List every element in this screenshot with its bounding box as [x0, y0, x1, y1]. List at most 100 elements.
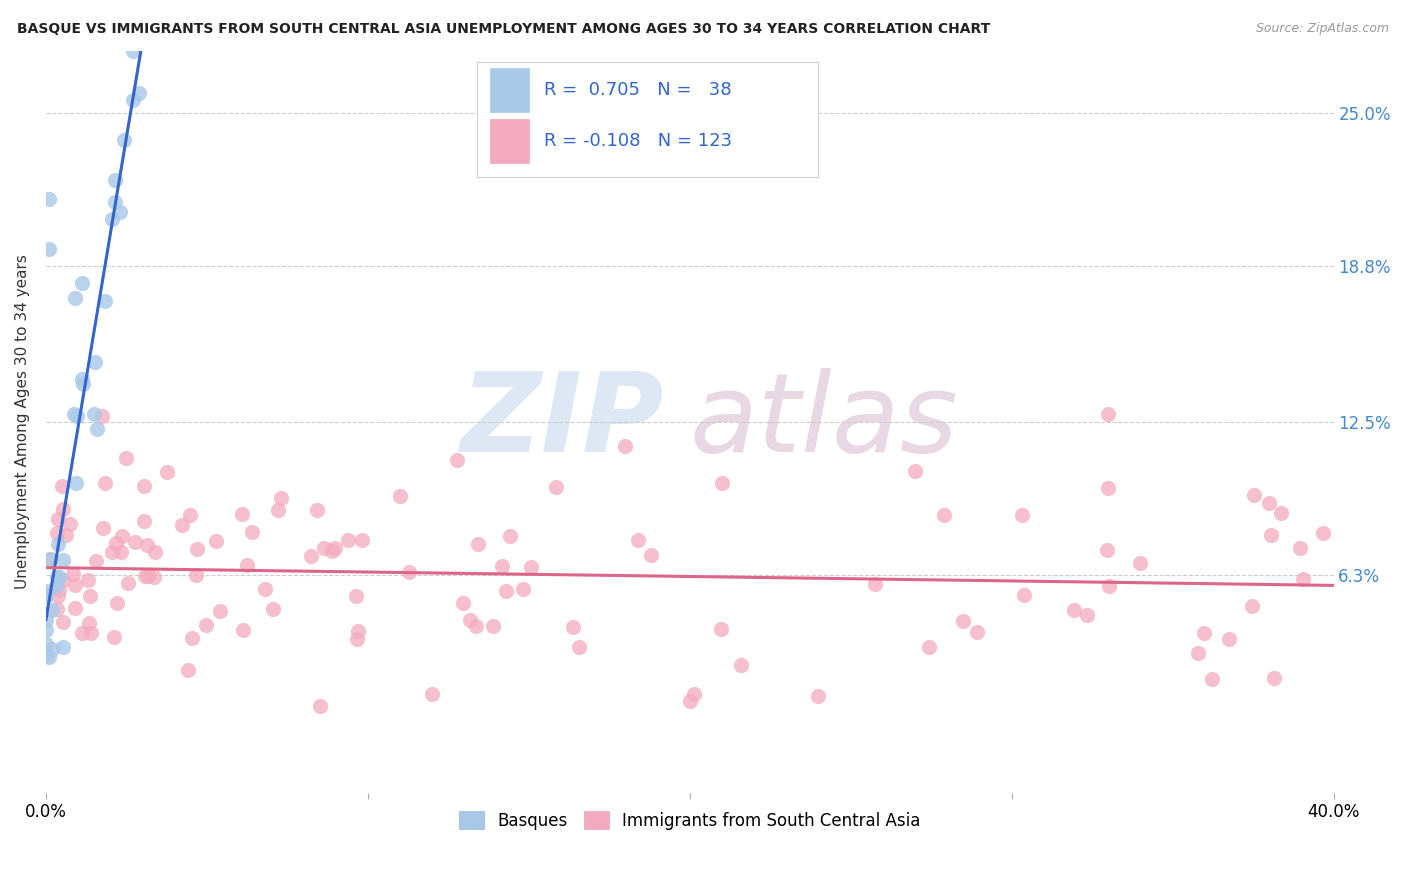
Point — [562, 619, 585, 633]
Point — [105, 536, 128, 550]
Point — [66, 409, 89, 423]
Point — [1243, 488, 1265, 502]
Point — [170, 517, 193, 532]
Point — [112, 133, 135, 147]
Point — [270, 491, 292, 505]
Point — [253, 582, 276, 597]
Point — [235, 558, 257, 572]
Point — [863, 577, 886, 591]
Point — [346, 632, 368, 646]
Point — [136, 538, 159, 552]
Text: ZIP: ZIP — [461, 368, 664, 475]
Text: R =  0.705   N =   38: R = 0.705 N = 38 — [544, 81, 733, 99]
Point — [325, 541, 347, 556]
Point — [904, 464, 927, 478]
Point — [124, 535, 146, 549]
Point — [807, 689, 830, 703]
Point — [420, 687, 443, 701]
Point — [136, 569, 159, 583]
Point — [80, 626, 103, 640]
Point — [730, 657, 752, 672]
Point — [70, 626, 93, 640]
Point — [208, 604, 231, 618]
Point — [41, 602, 63, 616]
Point — [46, 537, 69, 551]
Point — [519, 560, 541, 574]
Point — [231, 507, 253, 521]
Point — [1076, 608, 1098, 623]
Point — [640, 548, 662, 562]
Point — [46, 601, 69, 615]
Point — [347, 624, 370, 638]
Point — [91, 409, 114, 424]
Point — [321, 544, 343, 558]
Point — [1240, 599, 1263, 613]
Point — [84, 554, 107, 568]
Point — [299, 549, 322, 563]
Point — [63, 407, 86, 421]
Point — [1097, 407, 1119, 421]
Point — [110, 545, 132, 559]
Point — [83, 407, 105, 421]
Point — [1011, 508, 1033, 522]
Legend: Basques, Immigrants from South Central Asia: Basques, Immigrants from South Central A… — [453, 805, 928, 837]
Point — [101, 212, 124, 227]
Point — [52, 640, 75, 654]
Point — [104, 173, 127, 187]
Point — [46, 570, 69, 584]
Point — [77, 615, 100, 630]
Point — [52, 502, 75, 516]
Text: Source: ZipAtlas.com: Source: ZipAtlas.com — [1256, 22, 1389, 36]
Point — [52, 615, 75, 630]
Point — [143, 545, 166, 559]
Y-axis label: Unemployment Among Ages 30 to 34 years: Unemployment Among Ages 30 to 34 years — [15, 254, 30, 589]
Point — [91, 521, 114, 535]
Point — [35, 637, 58, 651]
Point — [63, 600, 86, 615]
Point — [627, 533, 650, 548]
Point — [205, 534, 228, 549]
Point — [83, 354, 105, 368]
Point — [181, 631, 204, 645]
Point — [337, 533, 360, 547]
Point — [62, 566, 84, 581]
Point — [59, 517, 82, 532]
Point — [101, 545, 124, 559]
Bar — [491, 119, 529, 163]
Point — [177, 664, 200, 678]
Point — [512, 582, 534, 596]
Text: BASQUE VS IMMIGRANTS FROM SOUTH CENTRAL ASIA UNEMPLOYMENT AMONG AGES 30 TO 34 YE: BASQUE VS IMMIGRANTS FROM SOUTH CENTRAL … — [17, 22, 990, 37]
Point — [1291, 572, 1313, 586]
Point — [499, 529, 522, 543]
Point — [86, 422, 108, 436]
Point — [51, 479, 73, 493]
Point — [38, 192, 60, 206]
Point — [52, 573, 75, 587]
Point — [966, 625, 988, 640]
Text: R = -0.108   N = 123: R = -0.108 N = 123 — [544, 132, 733, 150]
Point — [45, 579, 67, 593]
Point — [35, 648, 58, 662]
Point — [39, 552, 62, 566]
Point — [128, 86, 150, 100]
Point — [1063, 603, 1085, 617]
Point — [710, 622, 733, 636]
Point — [1201, 673, 1223, 687]
Point — [446, 452, 468, 467]
Point — [38, 242, 60, 256]
Point — [614, 439, 637, 453]
Point — [683, 687, 706, 701]
Point — [48, 582, 70, 597]
Point — [467, 537, 489, 551]
Point — [267, 503, 290, 517]
Point — [1260, 527, 1282, 541]
Point — [453, 596, 475, 610]
Point — [481, 619, 503, 633]
Point — [104, 194, 127, 209]
Point — [156, 465, 179, 479]
Point — [458, 613, 481, 627]
Point — [65, 476, 87, 491]
Point — [309, 699, 332, 714]
Point — [1098, 579, 1121, 593]
Point — [952, 614, 974, 628]
